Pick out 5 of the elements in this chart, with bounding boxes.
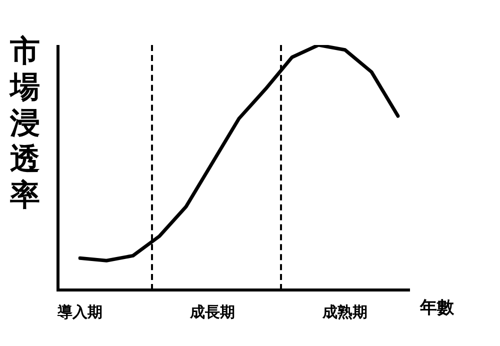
y-axis-title: 市場浸透率	[8, 34, 41, 214]
x-tick-label: 導入期	[56, 302, 102, 321]
x-tick-label: 成長期	[189, 302, 235, 321]
x-axis-title: 年數	[420, 297, 454, 319]
x-tick-label: 成熟期	[322, 302, 368, 321]
